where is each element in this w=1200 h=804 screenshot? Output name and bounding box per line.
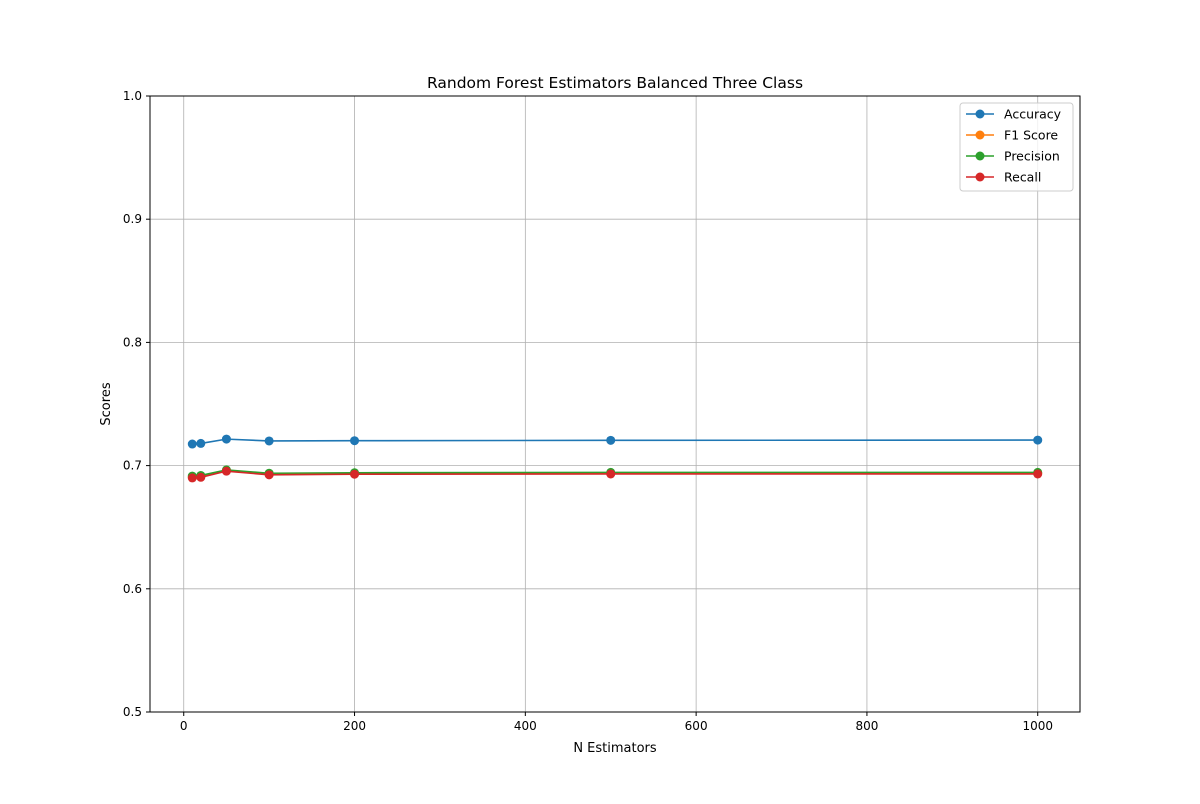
- legend: Accuracy F1 Score Precision Recall: [959, 102, 1074, 192]
- legend-label: Recall: [1004, 170, 1041, 185]
- y-tick-label: 0.8: [123, 335, 142, 349]
- chart-title: Random Forest Estimators Balanced Three …: [427, 74, 803, 92]
- data-point: [221, 434, 231, 444]
- data-point: [350, 469, 360, 479]
- legend-label: Precision: [1004, 149, 1060, 164]
- grid: [150, 95, 1080, 713]
- y-tick-label: 0.9: [123, 212, 142, 226]
- series-layer: [187, 434, 1043, 483]
- legend-item: Precision: [966, 149, 1060, 164]
- x-tick-label: 600: [685, 719, 708, 733]
- data-point: [196, 438, 206, 448]
- y-tick-label: 0.6: [123, 582, 142, 596]
- data-point: [187, 439, 197, 449]
- y-axis-label: Scores: [99, 382, 114, 425]
- series-accuracy: [187, 434, 1043, 449]
- data-point: [264, 436, 274, 446]
- y-tick-label: 1.0: [123, 89, 142, 103]
- legend-marker: [975, 151, 985, 161]
- legend-box: [959, 102, 1074, 192]
- x-tick-label: 200: [343, 719, 366, 733]
- data-point: [606, 435, 616, 445]
- data-point: [221, 466, 231, 476]
- x-tick-label: 800: [855, 719, 878, 733]
- data-point: [187, 473, 197, 483]
- x-tick-label: 400: [514, 719, 537, 733]
- legend-label: Accuracy: [1004, 107, 1062, 122]
- legend-marker: [975, 109, 985, 119]
- data-point: [196, 472, 206, 482]
- legend-label: F1 Score: [1004, 128, 1058, 143]
- plot-frame: [149, 95, 1081, 713]
- data-point: [1033, 435, 1043, 445]
- data-point: [264, 470, 274, 480]
- legend-item: Accuracy: [966, 107, 1062, 122]
- legend-marker: [975, 130, 985, 140]
- legend-item: F1 Score: [966, 128, 1058, 143]
- legend-item: Recall: [966, 170, 1041, 185]
- data-point: [606, 469, 616, 479]
- data-point: [1033, 469, 1043, 479]
- legend-marker: [975, 172, 985, 182]
- series-recall: [187, 466, 1043, 483]
- x-axis-label: N Estimators: [573, 741, 657, 756]
- y-tick-label: 0.5: [123, 705, 142, 719]
- x-tick-label: 1000: [1022, 719, 1053, 733]
- y-tick-label: 0.7: [123, 459, 142, 473]
- x-tick-label: 0: [180, 719, 188, 733]
- axis-ticks: 0 200 400 600 800 1000 0.5 0.6 0.7 0.8 0.9 1.0: [123, 89, 1053, 733]
- data-point: [350, 436, 360, 446]
